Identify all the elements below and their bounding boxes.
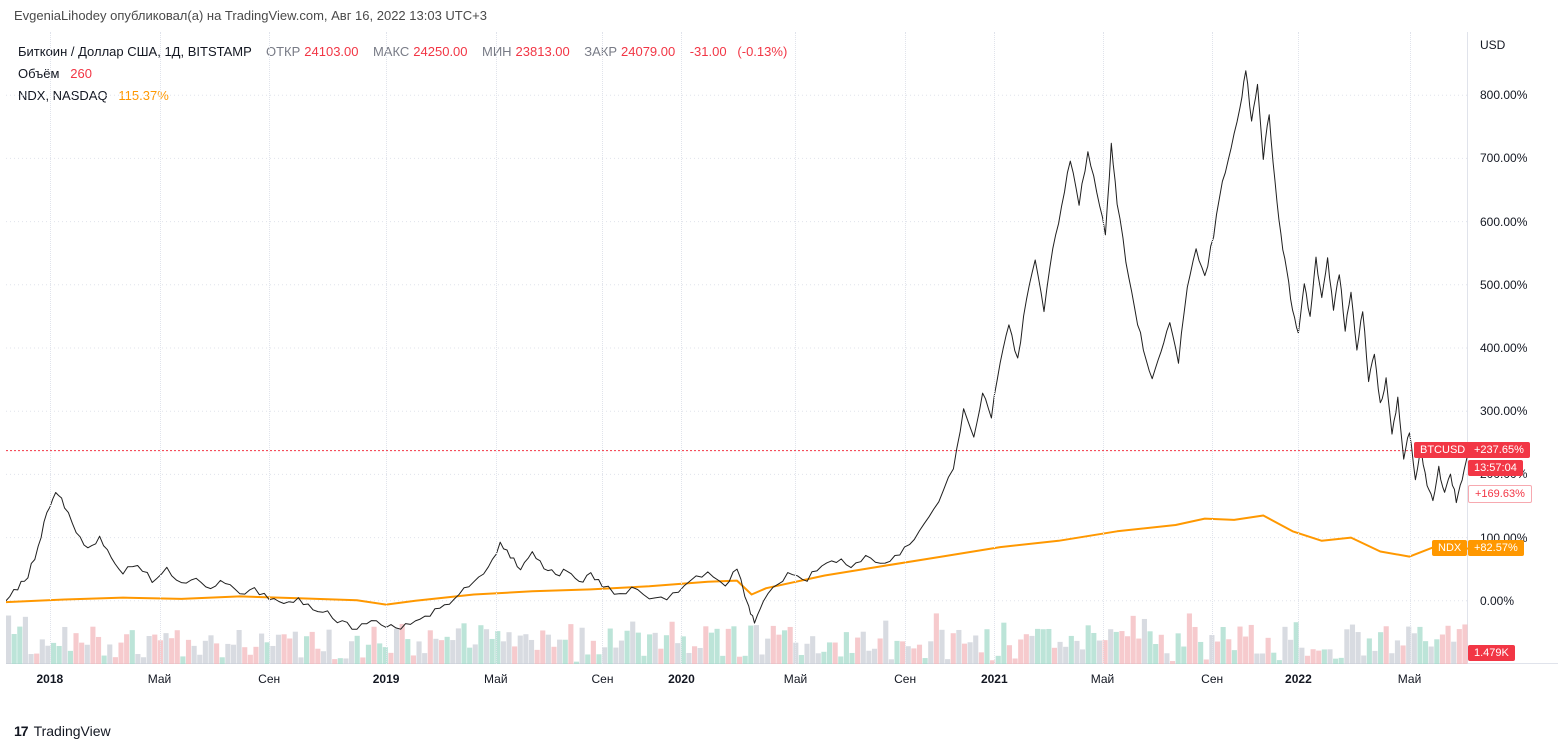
x-tick: Май [1398,672,1422,686]
y-tick: 700.00% [1480,151,1527,165]
x-tick: 2021 [981,672,1008,686]
btc-faded-badge: +169.63% [1468,485,1532,503]
tradingview-logo-icon: 17 [14,723,28,739]
x-tick: 2022 [1285,672,1312,686]
y-axis[interactable]: USD 0.00%100.00%200.00%300.00%400.00%500… [1468,32,1558,664]
x-tick: 2019 [373,672,400,686]
volume-badge: 1.479K [1468,645,1515,661]
x-tick: 2018 [37,672,64,686]
chart-plot-area[interactable] [6,32,1468,664]
y-axis-unit: USD [1480,38,1505,52]
publish-header: EvgeniaLihodey опубликовал(а) на Trading… [14,8,487,23]
ndx-price-badge: +82.57% [1468,540,1524,556]
x-tick: Май [784,672,808,686]
y-tick: 400.00% [1480,341,1527,355]
x-tick: Май [1091,672,1115,686]
y-tick: 0.00% [1480,594,1514,608]
x-tick: 2020 [668,672,695,686]
tradingview-attribution[interactable]: 17 TradingView [14,723,111,739]
ndx-symbol-tag: NDX [1432,540,1467,556]
tradingview-label: TradingView [34,723,111,739]
x-tick: Сен [592,672,614,686]
x-tick: Сен [894,672,916,686]
x-tick: Май [148,672,172,686]
btc-price-badge: +237.65% [1468,442,1530,458]
btc-time-badge: 13:57:04 [1468,460,1523,476]
x-axis[interactable]: 2018 Май Сен 2019 Май Сен 2020 Май Сен 2021 Май Сен… [6,664,1468,694]
btc-symbol-tag: BTCUSD [1414,442,1471,458]
x-tick: Сен [1201,672,1223,686]
y-tick: 500.00% [1480,278,1527,292]
x-tick: Май [484,672,508,686]
chart-svg [6,32,1468,664]
y-tick: 800.00% [1480,88,1527,102]
y-tick: 600.00% [1480,215,1527,229]
x-tick: Сен [258,672,280,686]
y-tick: 300.00% [1480,404,1527,418]
